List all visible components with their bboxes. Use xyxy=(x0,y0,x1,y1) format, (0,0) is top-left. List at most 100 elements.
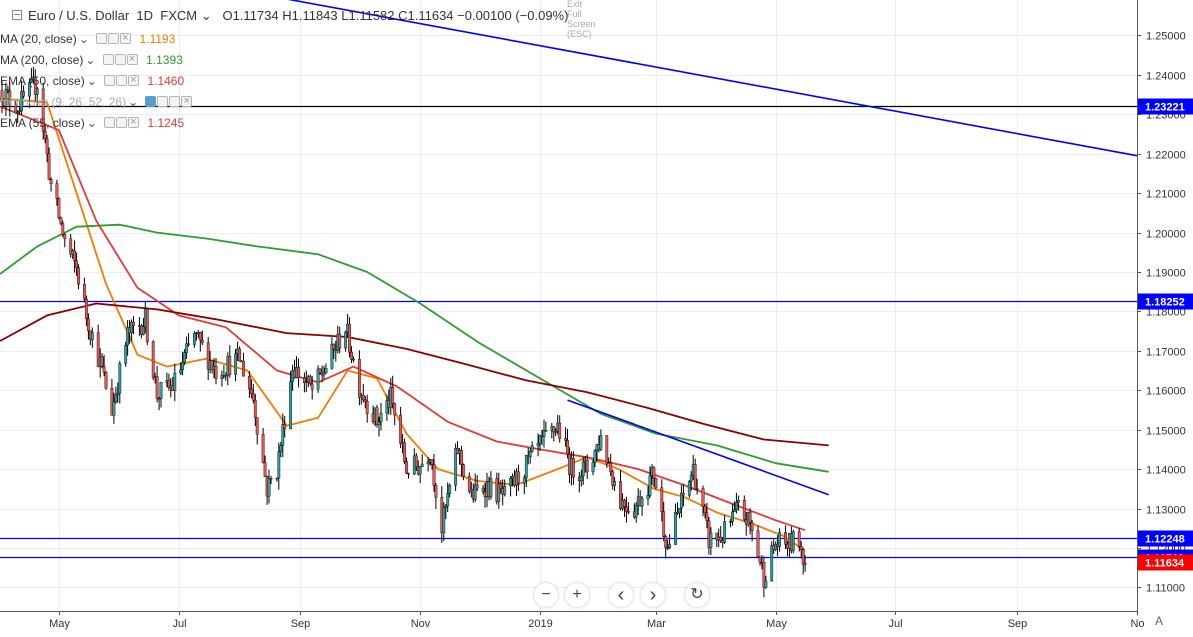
gear-icon[interactable] xyxy=(116,75,128,86)
candle-up xyxy=(678,507,681,514)
candle-down xyxy=(758,556,762,563)
close-icon[interactable] xyxy=(128,72,140,88)
source-code-icon[interactable] xyxy=(169,96,181,107)
candle-down xyxy=(660,487,664,512)
candle-down xyxy=(350,351,353,360)
candle-up xyxy=(130,321,133,334)
price-tick-label: 1.15000 xyxy=(1146,426,1186,438)
candle-down xyxy=(151,341,155,378)
candle-down xyxy=(801,549,805,565)
candle-down xyxy=(310,383,314,390)
candle-down xyxy=(242,360,245,377)
time-tick-label: Sep xyxy=(291,618,311,630)
eye-off-icon[interactable] xyxy=(145,96,157,107)
time-tick-label: Sep xyxy=(1008,618,1028,630)
close-icon[interactable] xyxy=(181,93,193,109)
candle-down xyxy=(33,77,37,95)
close-icon[interactable] xyxy=(126,51,138,67)
candle-down xyxy=(96,332,100,367)
gear-icon[interactable] xyxy=(116,117,128,128)
candle-up xyxy=(179,369,183,374)
time-tick-label: Nov xyxy=(411,618,431,630)
price-level-label: 1.23221 xyxy=(1145,102,1185,114)
candle-up xyxy=(267,478,271,497)
candle-down xyxy=(748,512,752,523)
candle-up xyxy=(737,500,740,503)
gear-icon[interactable] xyxy=(114,54,126,65)
candle-down xyxy=(82,284,86,300)
candle-down xyxy=(654,478,658,488)
price-tick-label: 1.13000 xyxy=(1146,505,1186,517)
candle-up xyxy=(803,563,807,565)
candle-down xyxy=(403,442,406,462)
interval[interactable]: 1D xyxy=(136,8,154,23)
chevron-down-icon[interactable]: ⌄ xyxy=(128,95,139,109)
exit-fullscreen-hint[interactable]: Exit Full Screen (ESC) xyxy=(567,0,596,39)
candle-up xyxy=(90,332,94,341)
candle-down xyxy=(662,511,666,537)
eye-icon[interactable] xyxy=(104,75,116,86)
candle-up xyxy=(126,327,130,346)
candle-up xyxy=(192,333,196,345)
eye-icon[interactable] xyxy=(96,33,108,44)
indicator-row-ma200[interactable]: MA (200, close)⌄ 1.1393 xyxy=(0,51,183,68)
candle-down xyxy=(432,464,436,486)
candle-down xyxy=(558,422,562,439)
candle-up xyxy=(634,505,638,518)
candle-up xyxy=(281,424,285,446)
candle-down xyxy=(249,388,253,394)
price-axis[interactable]: 1.250001.240001.230001.220001.210001.200… xyxy=(1137,0,1193,637)
candle-down xyxy=(566,440,569,455)
candle-down xyxy=(784,532,787,545)
scroll-left-button[interactable]: ‹ xyxy=(609,583,633,607)
eye-icon[interactable] xyxy=(102,54,114,65)
candle-up xyxy=(114,394,118,403)
close-icon[interactable] xyxy=(120,30,132,46)
close-icon[interactable] xyxy=(128,114,140,130)
candle-down xyxy=(69,238,73,255)
candle-up xyxy=(116,392,120,396)
chevron-down-icon[interactable]: ⌄ xyxy=(78,32,89,46)
trendlines[interactable] xyxy=(277,0,1138,496)
eye-icon[interactable] xyxy=(104,117,116,128)
time-axis[interactable]: May Jul Sep Nov 2019 Mar May Jul Sep No xyxy=(0,611,1145,630)
candle-up xyxy=(689,475,693,482)
price-tick-label: 1.20000 xyxy=(1146,229,1186,241)
candle-up xyxy=(674,512,677,545)
chevron-down-icon[interactable]: ⌄ xyxy=(85,53,96,67)
candle-down xyxy=(705,512,709,521)
gear-icon[interactable] xyxy=(108,33,120,44)
candle-down xyxy=(552,426,556,433)
candle-up xyxy=(723,521,727,543)
zoom-in-button[interactable]: + xyxy=(565,583,589,607)
auto-scale-button[interactable]: A xyxy=(1154,614,1163,628)
candle-down xyxy=(104,372,108,389)
candle-down xyxy=(73,250,77,262)
candle-up xyxy=(522,477,526,484)
zoom-out-button[interactable]: − xyxy=(534,583,558,607)
chevron-down-icon[interactable]: ⌄ xyxy=(200,8,212,23)
indicator-name: EMA (50, close) xyxy=(0,74,85,88)
candle-down xyxy=(155,376,159,399)
price-tick-label: 1.25000 xyxy=(1146,31,1186,43)
indicator-row-ichimoku[interactable]: Ichimoku (9, 26, 52, 26) ⌄ xyxy=(0,93,193,110)
scroll-right-button[interactable]: › xyxy=(641,583,665,607)
indicator-value: 1.1393 xyxy=(146,53,183,67)
chevron-down-icon[interactable]: ⌄ xyxy=(86,116,97,130)
indicator-row-ema50[interactable]: EMA (50, close)⌄ 1.1460 xyxy=(0,72,184,89)
chevron-down-icon[interactable]: ⌄ xyxy=(86,74,97,88)
candle-up xyxy=(528,451,532,458)
candle-up xyxy=(426,461,430,465)
candle-down xyxy=(200,339,204,344)
candle-down xyxy=(365,401,369,414)
candle-up xyxy=(640,498,644,507)
candle-down xyxy=(605,435,609,463)
minus-box-icon[interactable] xyxy=(12,10,22,20)
gear-icon[interactable] xyxy=(157,96,169,107)
indicator-row-ema55[interactable]: EMA (55, close)⌄ 1.1245 xyxy=(0,114,184,131)
moving-averages xyxy=(0,97,829,552)
reset-chart-button[interactable]: ↻ xyxy=(685,583,709,607)
candle-down xyxy=(348,323,351,353)
indicator-row-ma20[interactable]: MA (20, close)⌄ 1.1193 xyxy=(0,30,175,47)
